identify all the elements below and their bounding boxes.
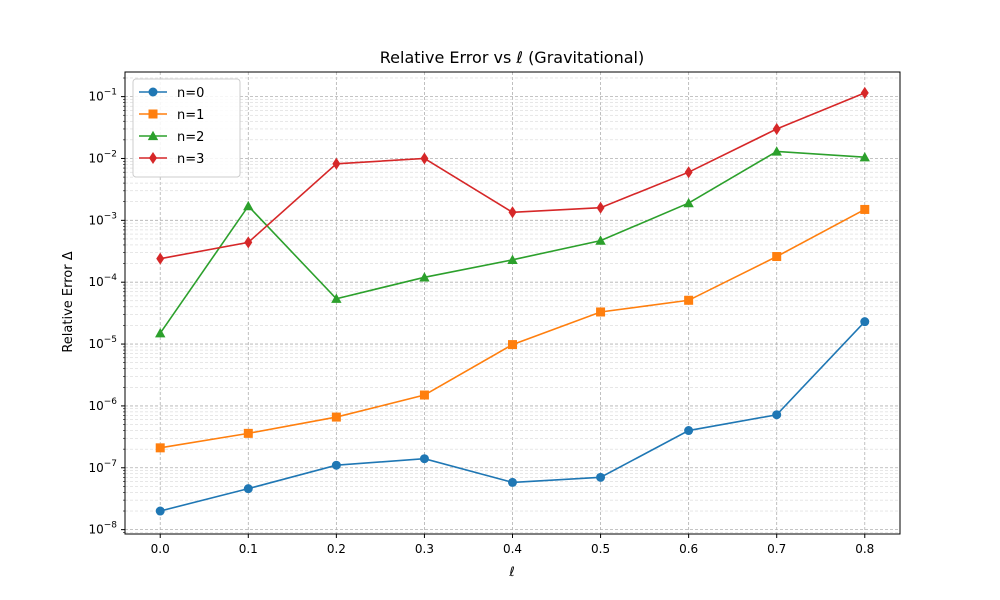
y-tick-exponent: −2 — [104, 149, 117, 159]
legend-item: n=3 — [139, 152, 204, 167]
data-point — [596, 472, 606, 482]
data-point — [331, 460, 341, 470]
x-tick-label: 0.6 — [679, 542, 698, 556]
series-n-0 — [155, 317, 870, 516]
x-axis-title: ℓ — [508, 565, 514, 580]
data-point — [772, 252, 782, 262]
grid-lines — [125, 72, 900, 534]
y-tick-label: 10−1 — [88, 88, 117, 104]
data-point — [860, 317, 870, 327]
axis-ticks: 0.0 0.1 0.2 0.3 0.4 0.5 0.6 0.7 0.8 10−8 10−7 10−6 1… — [88, 77, 874, 556]
data-point — [331, 293, 342, 303]
y-axis-title: Relative Error Δ — [61, 251, 76, 352]
series-layer — [155, 86, 870, 516]
data-point — [243, 484, 253, 494]
data-point — [243, 200, 254, 211]
legend-marker — [147, 130, 159, 141]
x-tick-label: 0.2 — [327, 542, 346, 556]
legend-label: n=0 — [177, 86, 204, 101]
data-point — [420, 152, 429, 165]
data-point — [243, 428, 253, 438]
data-point — [508, 206, 517, 219]
data-point — [595, 235, 606, 245]
data-point — [772, 122, 781, 135]
legend-item: n=1 — [139, 108, 204, 123]
data-point — [508, 477, 517, 487]
x-tick-label: 0.7 — [767, 542, 786, 556]
data-point — [508, 340, 517, 350]
data-point — [684, 295, 694, 305]
data-point — [596, 307, 606, 317]
series-n-3 — [156, 86, 869, 265]
data-point — [331, 412, 341, 422]
x-tick-label: 0.8 — [855, 542, 874, 556]
data-point — [419, 272, 430, 282]
y-tick-label: 10−3 — [88, 211, 117, 227]
x-tick-label: 0.1 — [239, 542, 258, 556]
y-tick-exponent: −3 — [104, 211, 117, 221]
y-tick-label: 10−7 — [88, 459, 117, 475]
data-point — [419, 454, 429, 464]
legend-label: n=1 — [177, 108, 204, 123]
data-point — [244, 236, 253, 249]
data-point — [684, 426, 694, 436]
x-tick-label: 0.3 — [415, 542, 434, 556]
y-tick-label: 10−2 — [88, 149, 117, 165]
data-point — [860, 204, 870, 214]
data-point — [507, 254, 518, 264]
data-point — [156, 252, 165, 265]
legend-item: n=0 — [139, 86, 204, 101]
data-point — [683, 197, 694, 208]
data-point — [155, 443, 165, 453]
y-tick-label: 10−4 — [88, 273, 117, 289]
y-tick-label: 10−5 — [88, 335, 117, 351]
legend-marker — [149, 152, 157, 164]
y-tick-label: 10−6 — [88, 397, 117, 413]
legend-label: n=3 — [177, 152, 204, 167]
chart-title: Relative Error vs ℓ (Gravitational) — [380, 48, 644, 67]
data-point — [155, 327, 166, 338]
x-tick-label: 0.5 — [591, 542, 610, 556]
data-point — [332, 157, 341, 170]
data-point — [771, 146, 782, 156]
data-point — [419, 390, 429, 400]
data-point — [772, 410, 782, 420]
y-tick-exponent: −6 — [104, 397, 118, 407]
y-tick-exponent: −4 — [104, 273, 118, 283]
legend-box — [132, 78, 241, 178]
data-point — [859, 151, 870, 162]
x-tick-label: 0.0 — [151, 542, 170, 556]
y-tick-exponent: −7 — [104, 459, 117, 469]
data-point — [596, 201, 605, 214]
legend: n=0 n=1 n=2 n=3 — [132, 78, 241, 178]
y-tick-label: 10−8 — [88, 521, 117, 537]
legend-marker — [148, 87, 158, 97]
y-tick-exponent: −8 — [104, 521, 118, 531]
series-n-2 — [155, 146, 870, 338]
legend-item: n=2 — [139, 130, 204, 145]
y-tick-exponent: −1 — [104, 88, 117, 98]
legend-label: n=2 — [177, 130, 204, 145]
data-point — [860, 86, 869, 99]
data-point — [155, 506, 165, 516]
legend-marker — [148, 109, 158, 119]
series-n-1 — [155, 204, 870, 453]
x-tick-label: 0.4 — [503, 542, 522, 556]
data-point — [684, 166, 693, 179]
y-tick-exponent: −5 — [104, 335, 117, 345]
